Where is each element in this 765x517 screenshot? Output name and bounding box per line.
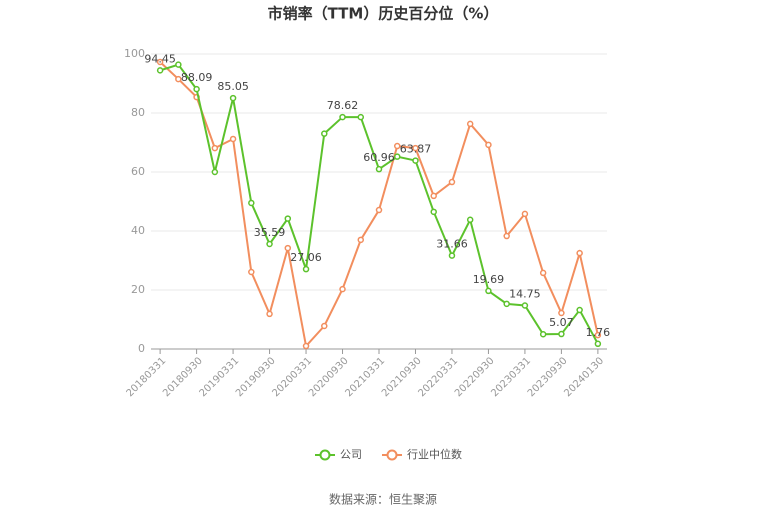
point [448, 252, 456, 259]
point [284, 244, 292, 252]
point [485, 287, 492, 295]
data-label: 1.76 [586, 326, 611, 339]
point [594, 340, 602, 348]
point [375, 206, 383, 214]
point [211, 168, 219, 176]
point [266, 240, 273, 248]
data-label: 19.69 [473, 273, 505, 286]
chart-title: 市销率（TTM）历史百分位（%） [268, 5, 499, 23]
data-label: 5.07 [549, 316, 574, 329]
series-line [159, 63, 599, 345]
point [266, 310, 273, 318]
point [339, 113, 346, 121]
data-label: 78.62 [327, 99, 359, 112]
point [175, 75, 182, 83]
point [558, 330, 565, 338]
point [430, 192, 437, 200]
point [539, 331, 547, 338]
y-tick-label: 100 [124, 47, 145, 60]
y-tick-label: 80 [131, 106, 145, 119]
point [321, 130, 328, 137]
point [521, 210, 529, 218]
y-tick-label: 0 [138, 342, 145, 355]
data-label: 85.05 [217, 80, 249, 93]
data-label: 27.06 [290, 251, 322, 264]
point [430, 208, 437, 216]
data-label: 63.87 [400, 143, 432, 156]
point [412, 144, 419, 152]
y-tick-label: 40 [131, 224, 145, 237]
y-tick-label: 60 [131, 165, 145, 178]
point [576, 306, 583, 314]
point [339, 285, 346, 293]
y-tick-label: 20 [131, 283, 145, 296]
point [393, 153, 401, 160]
point [302, 342, 310, 350]
point [248, 199, 255, 207]
point [175, 61, 182, 68]
point [321, 322, 328, 330]
data-label: 14.75 [509, 287, 541, 300]
point [576, 249, 583, 257]
point [248, 268, 255, 276]
data-label: 88.09 [181, 71, 213, 84]
point [375, 165, 383, 173]
point [211, 144, 219, 152]
legend-label: 行业中位数 [407, 447, 462, 461]
x-tick-label: 20240130 [562, 355, 606, 399]
point [466, 216, 474, 224]
point [539, 269, 547, 277]
data-label: 60.96 [363, 151, 395, 164]
point [503, 300, 510, 308]
data-label: 35.59 [254, 226, 286, 239]
point [594, 331, 602, 339]
legend-marker [386, 449, 398, 461]
legend-marker [319, 449, 331, 461]
point [357, 236, 365, 244]
legend-label: 公司 [340, 448, 362, 461]
point [466, 120, 474, 128]
point [412, 157, 419, 164]
point [156, 67, 164, 74]
point [302, 265, 310, 273]
point [193, 85, 200, 93]
data-label: 94.45 [144, 52, 176, 65]
point [521, 302, 529, 309]
point [156, 58, 164, 66]
point [229, 94, 237, 102]
point [485, 141, 492, 149]
point [503, 232, 510, 240]
series-line [159, 61, 599, 349]
source: 数据来源：恒生聚源 [329, 492, 437, 507]
point [229, 135, 237, 143]
point [393, 142, 401, 150]
data-label: 31.66 [436, 238, 468, 251]
point [357, 113, 365, 121]
point [448, 178, 456, 186]
point [558, 309, 565, 317]
point [284, 215, 292, 222]
